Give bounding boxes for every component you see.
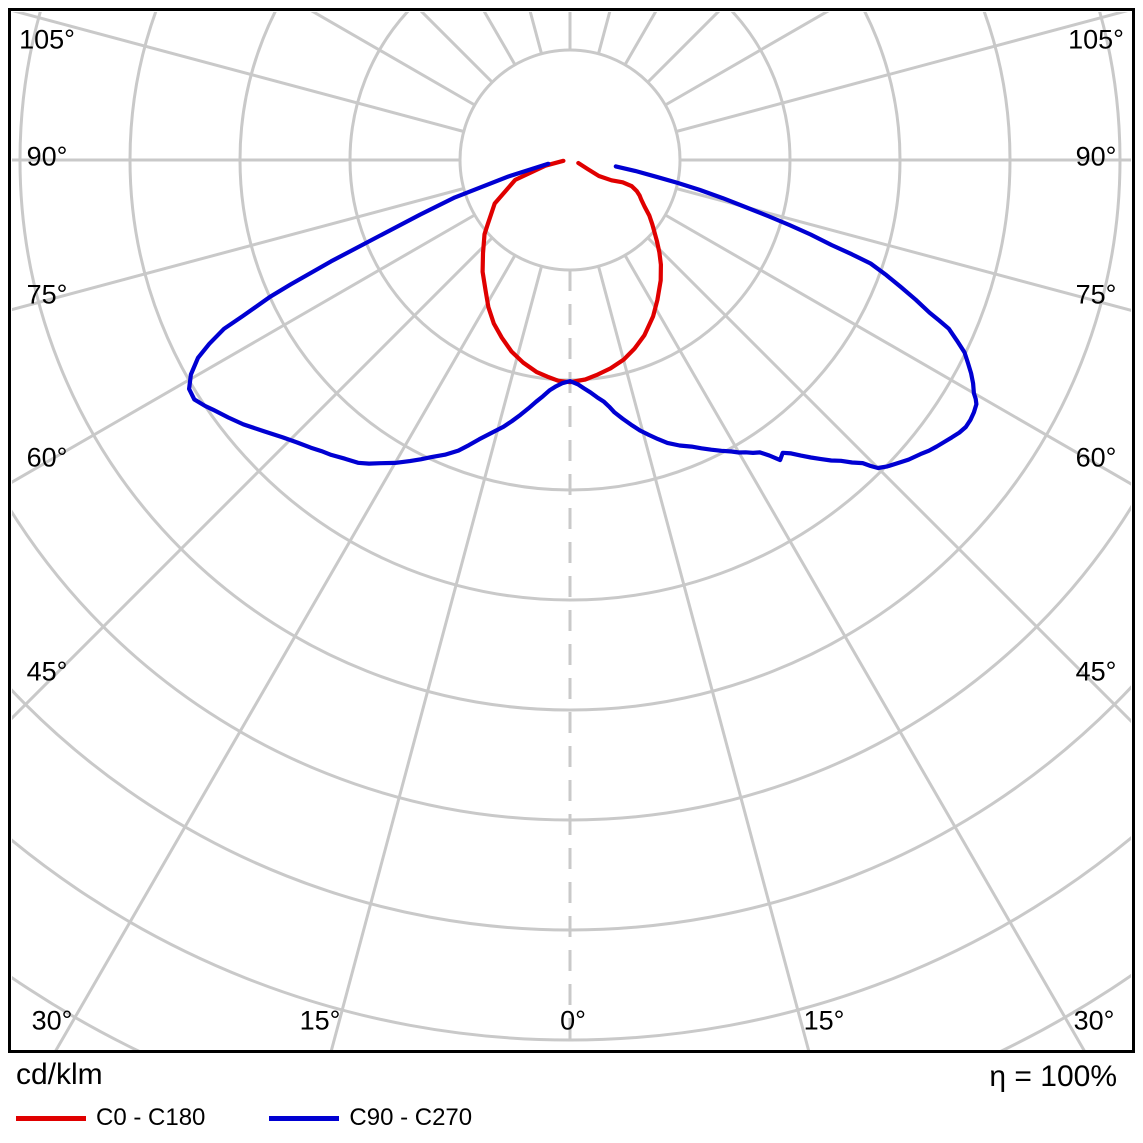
legend: C0 - C180 C90 - C270 xyxy=(16,1104,472,1132)
angle-label-right-45: 45° xyxy=(1075,656,1117,687)
angle-label-bottom-30R: 30° xyxy=(1073,1005,1115,1036)
angle-label-left-105: 105° xyxy=(19,24,75,55)
efficiency-label: η = 100% xyxy=(989,1060,1117,1093)
angle-label-bottom-0: 0° xyxy=(560,1005,586,1036)
legend-line-c90-c270 xyxy=(269,1115,340,1121)
angle-label-bottom-30L: 30° xyxy=(31,1005,73,1036)
angle-label-right-105: 105° xyxy=(1068,24,1124,55)
angle-label-left-90: 90° xyxy=(26,141,68,172)
angle-label-left-60: 60° xyxy=(26,442,68,473)
angle-label-right-75: 75° xyxy=(1075,279,1117,310)
legend-label-c90-c270: C90 - C270 xyxy=(349,1104,473,1131)
legend-line-c0-c180 xyxy=(16,1115,86,1121)
angle-label-right-60: 60° xyxy=(1075,442,1117,473)
angle-label-left-75: 75° xyxy=(26,279,68,310)
angle-label-right-90: 90° xyxy=(1075,141,1117,172)
polar-plot-frame xyxy=(8,8,1135,1053)
angle-label-bottom-15R: 15° xyxy=(803,1005,845,1036)
unit-label: cd/klm xyxy=(16,1058,103,1091)
angle-label-bottom-15L: 15° xyxy=(299,1005,341,1036)
legend-label-c0-c180: C0 - C180 xyxy=(96,1104,206,1131)
angle-label-left-45: 45° xyxy=(26,656,68,687)
